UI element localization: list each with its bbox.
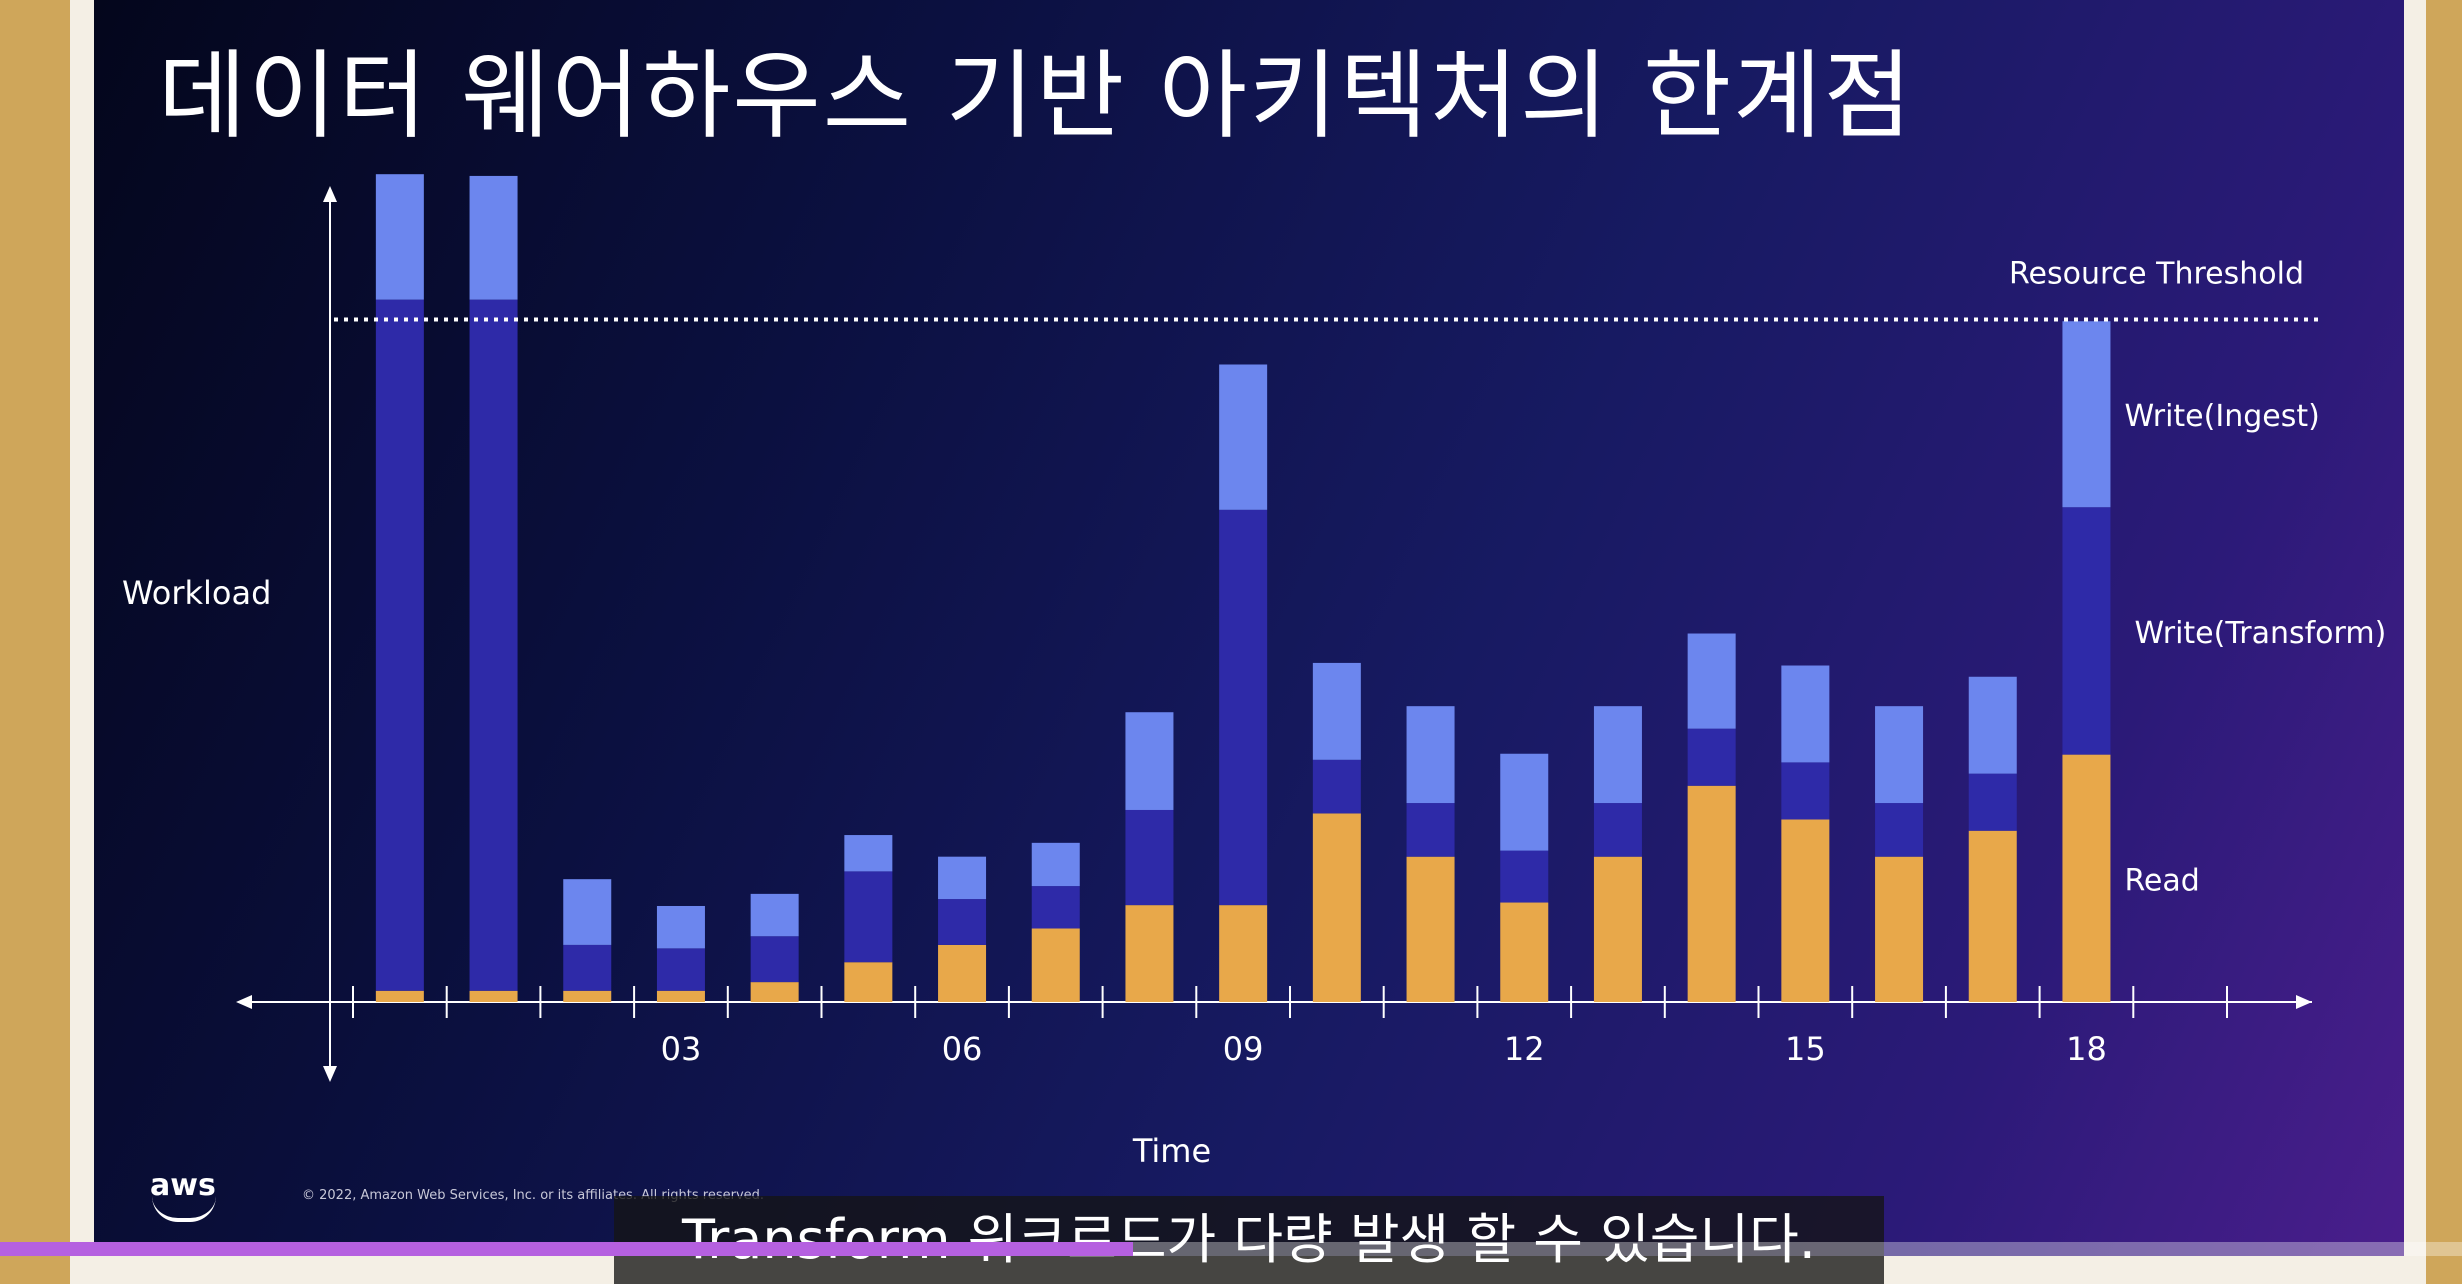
bar-segment-read: [1312, 813, 1361, 1002]
bar-segment-read: [563, 990, 612, 1002]
presentation-slide: 데이터 웨어하우스 기반 아키텍처의 한계점 03 06 09 12 15 18 Time W…: [94, 0, 2404, 1256]
bar-segment-write-transform: [1312, 759, 1361, 814]
bar-segment-write-transform: [1687, 728, 1736, 786]
bar-segment-write-ingest: [1593, 706, 1642, 804]
bar-segment-read: [469, 990, 518, 1002]
x-tick-label: 09: [1223, 1030, 1264, 1068]
subtitle-caption-box: Transform 워크로드가 다량 발생 할 수 있습니다.: [614, 1196, 1884, 1284]
bar-segment-write-transform: [375, 299, 424, 991]
y-axis-arrow-down: [323, 1066, 337, 1082]
bar-segment-read: [656, 990, 705, 1002]
subtitle-caption: Transform 워크로드가 다량 발생 할 수 있습니다.: [682, 1208, 1816, 1271]
video-progress-fill: [0, 1242, 1133, 1256]
bar-segment-write-ingest: [1500, 753, 1549, 851]
bar-segment-write-transform: [844, 871, 893, 963]
legend-label: Read: [2124, 863, 2199, 898]
y-axis-label: Workload: [122, 574, 271, 612]
bar-segment-write-transform: [938, 899, 987, 945]
bar-segment-write-transform: [1500, 850, 1549, 903]
bar-segment-read: [1500, 902, 1549, 1002]
bar-segment-write-ingest: [1031, 842, 1080, 887]
bar-segment-write-ingest: [1219, 364, 1268, 510]
legend-label: Write(Transform): [2134, 616, 2386, 651]
slide-border-left: [70, 0, 94, 1284]
bar-segment-read: [1687, 785, 1736, 1002]
legend-label: Write(Ingest): [2124, 399, 2319, 434]
aws-smile-icon: [152, 1196, 216, 1222]
bar-segment-write-ingest: [469, 175, 518, 300]
bar-segment-read: [844, 962, 893, 1002]
bar-segment-read: [1968, 830, 2017, 1002]
x-axis-arrow-right: [2296, 995, 2312, 1009]
x-tick-label: 03: [661, 1030, 702, 1068]
bar-segment-write-transform: [1968, 773, 2017, 831]
bar-segment-read: [2062, 754, 2111, 1002]
bar-segment-write-ingest: [750, 893, 799, 937]
aws-logo: aws: [150, 1168, 240, 1224]
bar-segment-write-ingest: [1968, 676, 2017, 774]
bar-segment-read: [938, 944, 987, 1002]
bar-segment-write-transform: [656, 948, 705, 991]
bar-segment-read: [1781, 819, 1830, 1002]
bar-segment-write-transform: [1593, 803, 1642, 857]
bar-segment-write-ingest: [938, 856, 987, 900]
bar-segment-write-transform: [1125, 809, 1174, 906]
bar-segment-write-ingest: [844, 835, 893, 872]
bar-segment-write-ingest: [563, 879, 612, 945]
background-frame-left: [0, 0, 72, 1284]
bar-segment-write-transform: [469, 299, 518, 991]
bar-segment-write-ingest: [375, 174, 424, 300]
bar-segment-write-ingest: [1687, 633, 1736, 729]
bar-segment-read: [1593, 856, 1642, 1002]
bar-segment-write-ingest: [1312, 662, 1361, 760]
bar-segment-read: [1125, 905, 1174, 1002]
bar-segment-write-transform: [563, 944, 612, 991]
video-progress-bar[interactable]: [0, 1242, 2462, 1256]
bar-segment-read: [1875, 856, 1924, 1002]
slide-border-right: [2404, 0, 2426, 1284]
bar-segment-write-ingest: [1125, 712, 1174, 810]
bar-segment-write-ingest: [1406, 706, 1455, 804]
stacked-bar-chart: 03 06 09 12 15 18 Time Workload Resource Thresho…: [122, 174, 2386, 1170]
x-axis-label: Time: [1132, 1132, 1211, 1170]
bar-segment-read: [1031, 928, 1080, 1002]
x-tick-label: 18: [2066, 1030, 2107, 1068]
x-tick-label: 06: [942, 1030, 983, 1068]
bar-segment-read: [1406, 856, 1455, 1002]
bar-segment-write-ingest: [1875, 706, 1924, 804]
x-tick-label: 15: [1785, 1030, 1826, 1068]
bar-segment-read: [375, 990, 424, 1002]
bar-segment-write-transform: [1875, 803, 1924, 857]
resource-threshold-label: Resource Threshold: [2009, 257, 2304, 292]
bar-segment-write-ingest: [2062, 321, 2111, 508]
bar-segment-write-transform: [750, 936, 799, 983]
bar-segment-write-transform: [1781, 762, 1830, 820]
slide-title: 데이터 웨어하우스 기반 아키텍처의 한계점: [158, 40, 1914, 152]
bar-segment-write-transform: [2062, 507, 2111, 755]
bar-segment-read: [750, 982, 799, 1002]
bar-segment-write-transform: [1031, 886, 1080, 929]
bar-segment-write-ingest: [1781, 665, 1830, 763]
bar-segment-write-ingest: [656, 905, 705, 949]
bar-segment-read: [1219, 905, 1268, 1002]
bar-segment-write-transform: [1406, 803, 1455, 857]
y-axis-arrow-up: [323, 186, 337, 202]
bar-segment-write-transform: [1219, 509, 1268, 906]
x-tick-label: 12: [1504, 1030, 1545, 1068]
x-axis-arrow-left: [236, 995, 252, 1009]
